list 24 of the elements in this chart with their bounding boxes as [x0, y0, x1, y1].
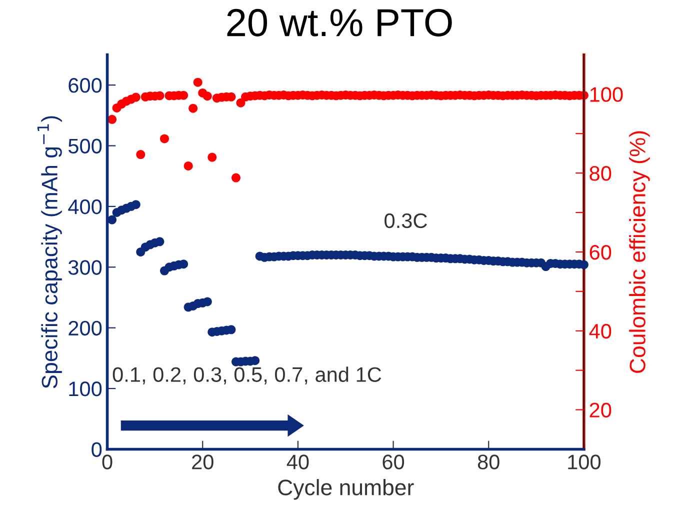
x-tick-label: 20 [192, 454, 214, 470]
x-tick-label: 60 [382, 454, 404, 470]
y-tick-label: 500 [68, 138, 102, 154]
y2-tick-label: 100 [590, 87, 623, 102]
chart-title: 20 wt.% PTO [227, 8, 452, 36]
x-tick-label: 40 [286, 454, 309, 470]
x-tick-label: 0 [102, 454, 112, 470]
y2-tick-label: 80 [590, 166, 612, 181]
annotation: 0.1, 0.2, 0.3, 0.5, 0.7, and 1C [112, 366, 382, 384]
y-tick-label: 100 [69, 382, 102, 396]
y-tick-label: 300 [68, 260, 102, 275]
y2-tick-label: 40 [589, 324, 612, 339]
y-tick-label: 400 [68, 199, 102, 214]
x-tick-label: 80 [478, 454, 500, 470]
y2-tick-label: 20 [590, 402, 612, 418]
y-tick-label: 0 [92, 442, 102, 457]
y-axis-title: Specific capacity (mAh g$^{−1}$) [37, 116, 62, 388]
y2-axis-title: Coulombic efficiency (%) [629, 131, 650, 373]
y-tick-label: 200 [68, 320, 102, 336]
annotation: 0.3C [384, 213, 427, 228]
x-tick-label: 100 [568, 454, 601, 470]
y-tick-label: 600 [68, 78, 102, 93]
x-axis-title: Cycle number [278, 479, 414, 500]
y2-tick-label: 60 [590, 244, 612, 260]
